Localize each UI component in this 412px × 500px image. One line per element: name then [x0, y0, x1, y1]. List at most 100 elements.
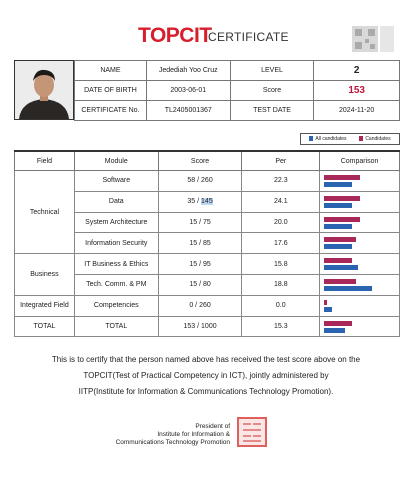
module-cell: Competencies: [73, 294, 159, 317]
comparison-cell: [319, 232, 400, 255]
score-part: 35 /: [187, 198, 202, 206]
field-business: Business: [14, 253, 75, 296]
all-candidates-bar: [324, 265, 359, 271]
module-cell: Information Security: [73, 232, 159, 255]
comparison-cell: [319, 211, 400, 234]
score-cell: 35 / 145: [157, 190, 243, 213]
score-cell: 15 / 95: [157, 253, 243, 275]
comparison-cell: [319, 190, 400, 213]
topcit-logo: TOPCIT: [138, 24, 212, 47]
test-date-label: TEST DATE: [229, 100, 315, 121]
score-cell: 15 / 75: [157, 211, 243, 234]
module-cell: System Architecture: [73, 211, 159, 234]
per-cell: 24.1: [241, 190, 321, 213]
score-cell: 15 / 80: [157, 273, 243, 296]
president-line-2: Institute for Information &: [157, 431, 230, 438]
score-cell: 0 / 260: [157, 294, 243, 317]
per-cell: 22.3: [241, 170, 321, 192]
comparison-cell: [319, 170, 400, 192]
table-row: Integrated Field Competencies 0 / 260 0.…: [14, 294, 400, 317]
name-value: Jedediah Yoo Cruz: [145, 60, 231, 81]
per-cell: 0.0: [241, 294, 321, 317]
cert-no-value: TL2405001367: [145, 100, 231, 121]
cert-no-label: CERTIFICATE No.: [74, 100, 147, 121]
dob-label: DATE OF BIRTH: [74, 80, 147, 101]
comparison-cell: [319, 253, 400, 275]
all-candidates-bar: [324, 244, 353, 250]
per-cell: 20.0: [241, 211, 321, 234]
all-candidates-bar: [324, 182, 353, 187]
score-cell: 58 / 260: [157, 170, 243, 192]
president-line-3: Communications Technology Promotion: [115, 439, 230, 446]
all-candidates-bar: [324, 202, 353, 208]
level-value: 2: [313, 60, 400, 81]
selected-text: 145: [201, 198, 213, 206]
candidate-bar: [324, 299, 328, 305]
qr-code-icon: [352, 26, 378, 52]
president-line-1: President of: [195, 423, 230, 430]
table-row: Technical Software 58 / 260 22.3: [14, 169, 400, 255]
level-label: LEVEL: [229, 60, 315, 81]
all-candidates-bar: [324, 285, 373, 291]
candidate-bar: [324, 237, 357, 243]
legend-cand-swatch: [359, 136, 364, 142]
comparison-legend: All candidates Candidates: [300, 133, 400, 145]
dob-value: 2003-06-01: [145, 80, 231, 101]
candidate-bar: [324, 175, 361, 180]
comparison-cell: [319, 315, 400, 338]
certificate-title: CERTIFICATE: [208, 30, 289, 44]
per-cell: 18.8: [241, 273, 321, 296]
table-row: Information Security 15 / 85 17.6: [15, 232, 400, 255]
module-cell: Data: [73, 190, 159, 213]
per-cell: 15.3: [241, 315, 321, 338]
score-table: Field Module Score Per Comparison Techni…: [14, 150, 400, 338]
table-row: TOTAL TOTAL 153 / 1000 15.3: [14, 315, 400, 338]
certify-line-3: IITP(Institute for Information & Communi…: [78, 387, 334, 396]
president-signature-block: President of Institute for Information &…: [80, 423, 230, 447]
comparison-cell: [319, 273, 400, 296]
header-score: Score: [157, 150, 243, 171]
candidate-bar: [324, 195, 361, 201]
header-module: Module: [73, 150, 159, 171]
legend-all-swatch: [309, 136, 314, 142]
module-cell: TOTAL: [73, 315, 159, 338]
all-candidates-bar: [324, 306, 333, 312]
candidate-bar: [324, 258, 353, 264]
field-integrated: Integrated Field: [14, 294, 75, 317]
candidate-info-table: NAME Jedediah Yoo Cruz LEVEL 2 DATE OF B…: [74, 60, 400, 121]
candidate-bar: [324, 278, 357, 284]
comparison-cell: [319, 294, 400, 317]
score-cell: 153 / 1000: [157, 315, 243, 338]
header-field: Field: [14, 150, 75, 171]
candidate-photo: [14, 60, 74, 120]
score-cell: 15 / 85: [157, 232, 243, 255]
official-seal-stamp: [237, 417, 267, 447]
legend-all-label: All candidates: [315, 136, 347, 142]
test-date-value: 2024-11-20: [313, 100, 400, 121]
certify-line-2: TOPCIT(Test of Practical Competency in I…: [83, 371, 329, 380]
legend-all: All candidates: [309, 136, 347, 142]
field-technical: Technical: [14, 169, 75, 255]
per-cell: 17.6: [241, 232, 321, 255]
candidate-bar: [324, 216, 361, 222]
name-label: NAME: [74, 60, 147, 81]
per-cell: 15.8: [241, 253, 321, 275]
header-comparison: Comparison: [319, 150, 400, 171]
score-label: Score: [229, 80, 315, 101]
legend-cand: Candidates: [359, 136, 391, 142]
seal-mark: [380, 26, 394, 52]
module-cell: Software: [73, 170, 159, 192]
certify-line-1: This is to certify that the person named…: [51, 355, 361, 364]
all-candidates-bar: [324, 223, 353, 229]
table-row: Tech. Comm. & PM 15 / 80 18.8: [15, 273, 400, 296]
header-per: Per: [241, 150, 321, 171]
score-value: 153: [313, 80, 400, 101]
legend-cand-label: Candidates: [365, 136, 391, 142]
table-row: Business IT Business & Ethics 15 / 95 15…: [14, 253, 400, 296]
module-cell: IT Business & Ethics: [73, 253, 159, 275]
field-total: TOTAL: [14, 315, 75, 338]
table-row: Data 35 / 145 24.1: [15, 190, 400, 213]
all-candidates-bar: [324, 327, 346, 333]
module-cell: Tech. Comm. & PM: [73, 273, 159, 296]
candidate-bar: [324, 320, 353, 326]
